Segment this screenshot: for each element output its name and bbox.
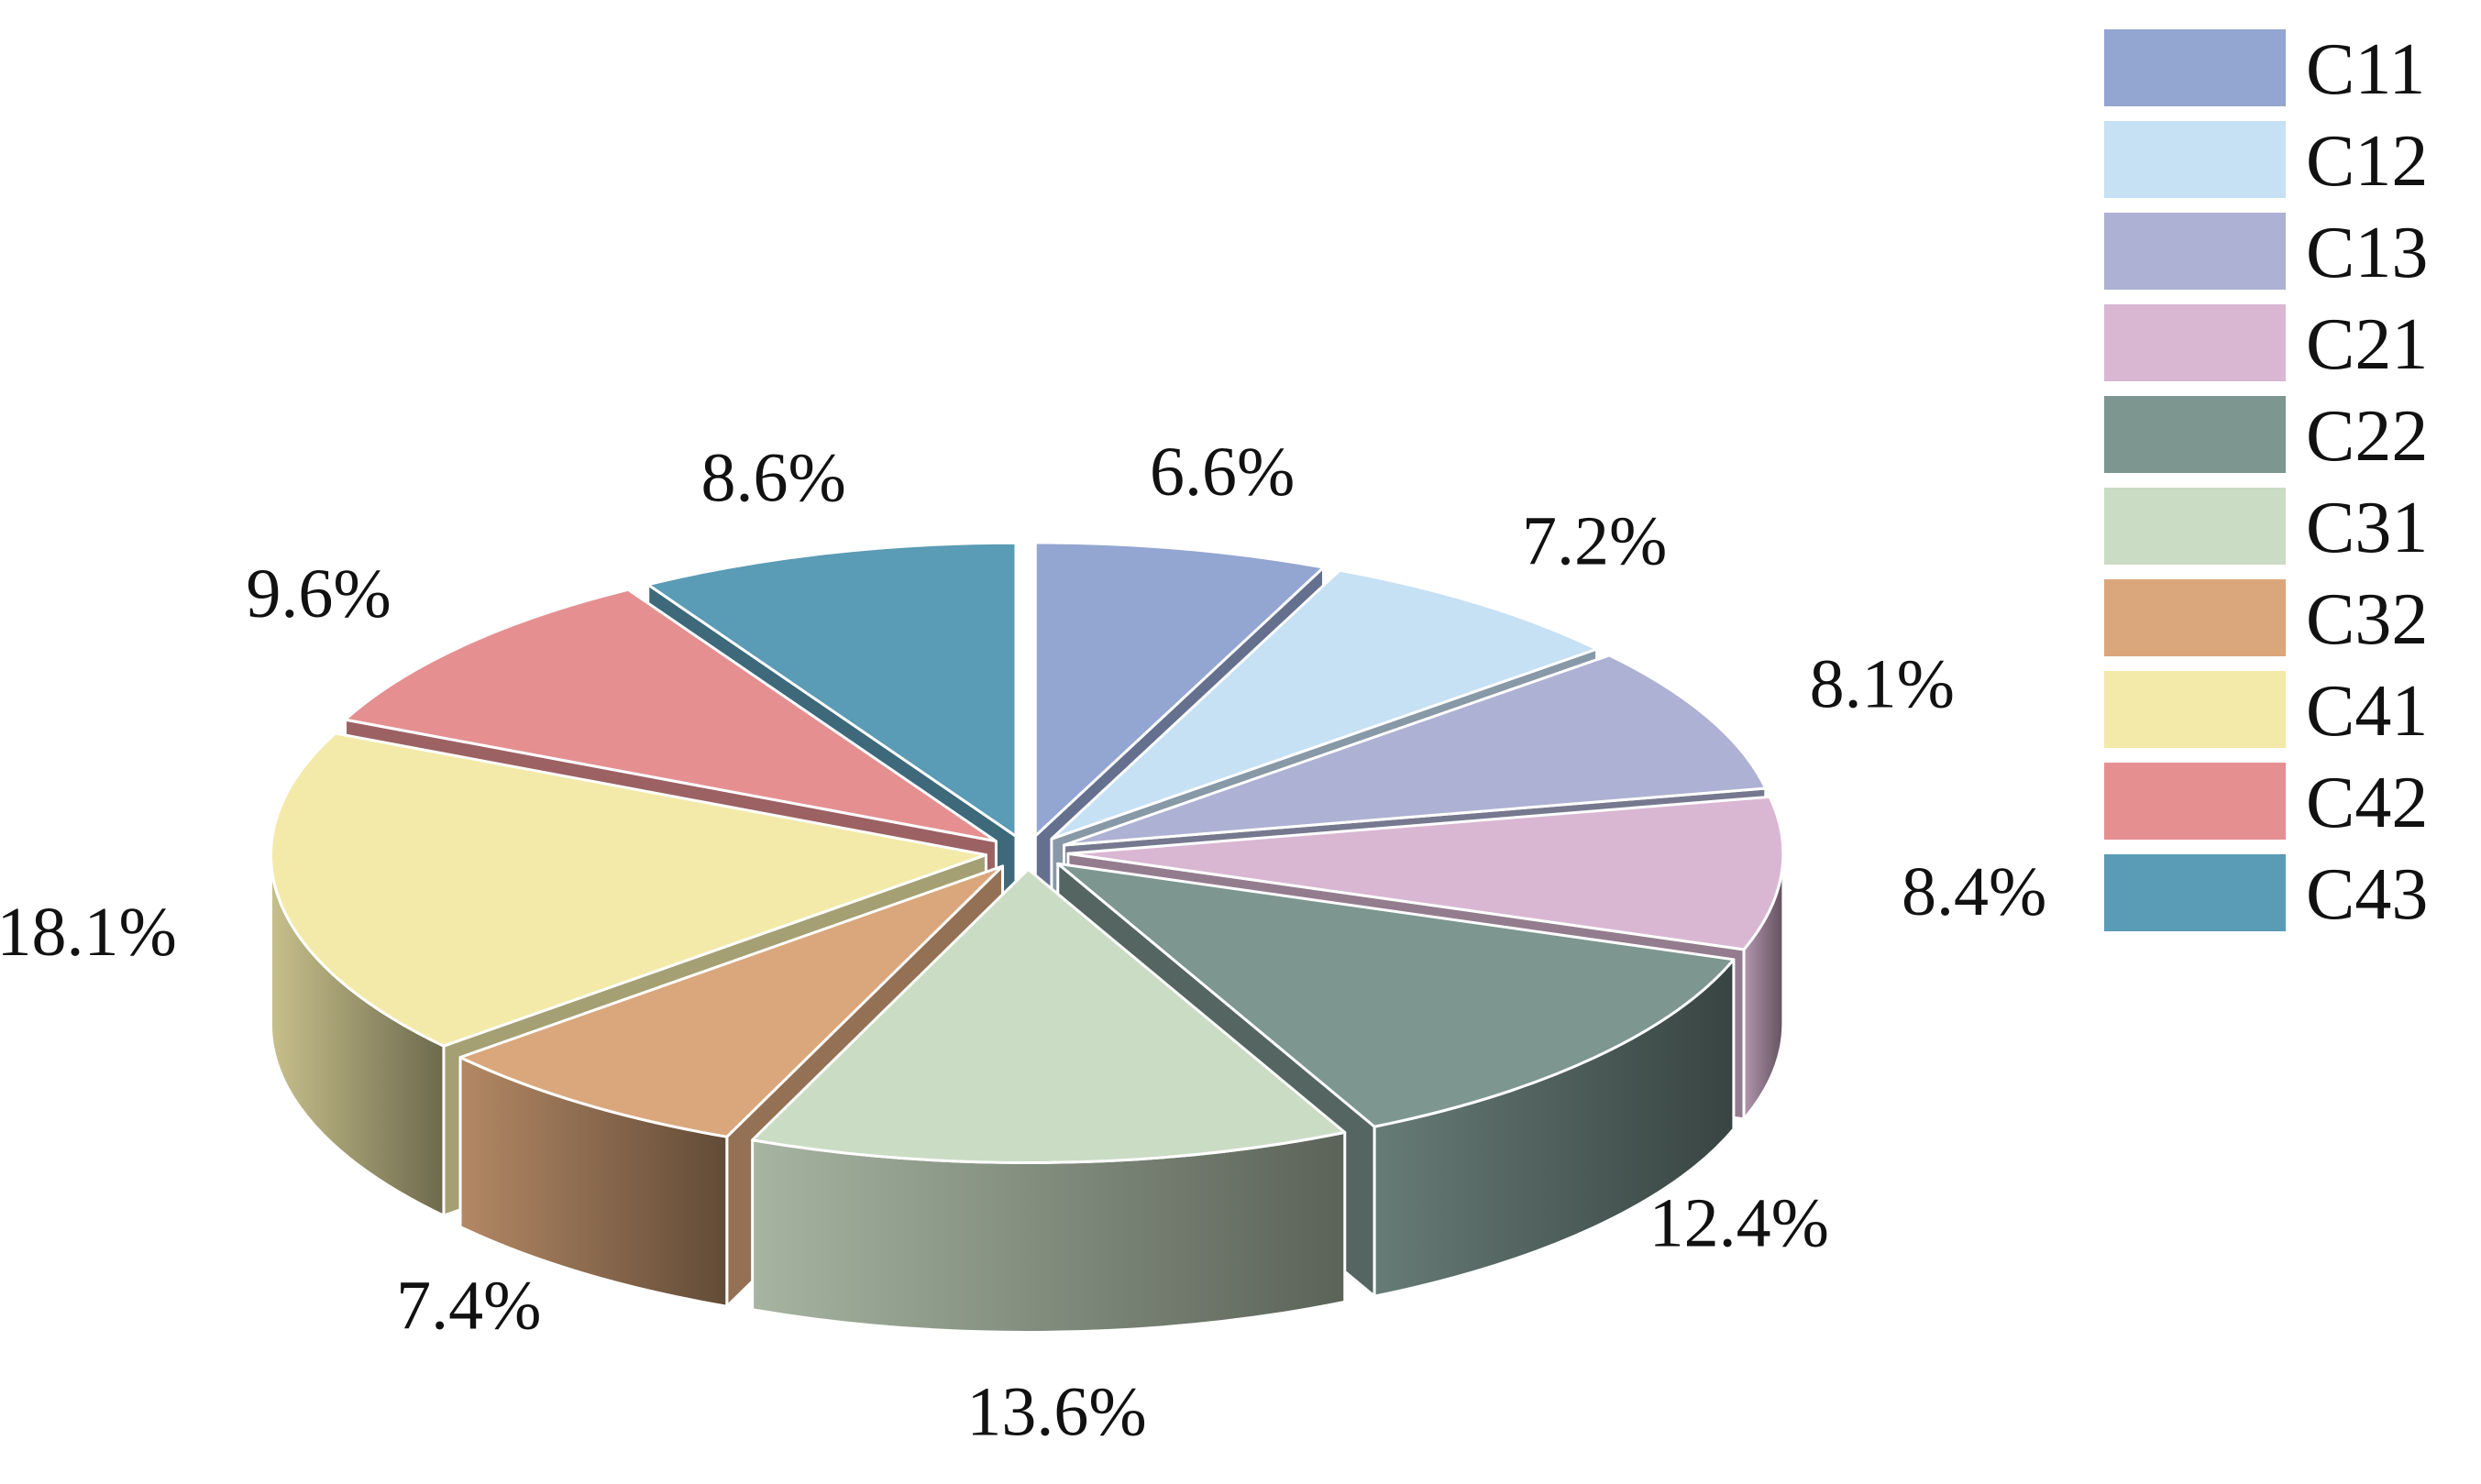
legend-label-c13: C13 — [2306, 213, 2428, 293]
slice-c31 — [751, 867, 1347, 1164]
data-label-c22: 12.4% — [1649, 1184, 1829, 1261]
slice-c32 — [458, 864, 1005, 1138]
slice-c42 — [344, 588, 998, 843]
pie-slices — [269, 541, 1785, 1334]
legend-label-c42: C42 — [2306, 763, 2428, 843]
data-label-c12: 7.2% — [1522, 502, 1667, 579]
legend-swatch-c11 — [2104, 29, 2286, 106]
slice-c43 — [646, 541, 1018, 838]
slice-c11 — [1033, 541, 1326, 838]
data-label-c21: 8.4% — [1902, 853, 2046, 930]
legend-swatch-c22 — [2104, 396, 2286, 473]
legend-label-c22: C22 — [2306, 396, 2428, 477]
legend-swatch-c21 — [2104, 304, 2286, 381]
legend: C11 C12 C13 C21 C22 C31 C32 C41 C42 C43 — [2104, 29, 2428, 935]
legend-label-c32: C32 — [2306, 579, 2428, 660]
slice-c13 — [1063, 654, 1768, 847]
slice-c41 — [269, 731, 987, 1048]
legend-label-c21: C21 — [2306, 304, 2428, 385]
data-label-c32: 7.4% — [396, 1267, 541, 1344]
legend-label-c41: C41 — [2306, 671, 2428, 752]
slice-c21 — [1066, 795, 1785, 951]
legend-label-c12: C12 — [2306, 121, 2428, 202]
legend-label-c11: C11 — [2306, 29, 2425, 110]
data-label-c41: 18.1% — [0, 894, 177, 971]
data-labels: 6.6% 7.2% 8.1% 8.4% 12.4% 13.6% 7.4% 18.1% 9.6% 8… — [0, 434, 2046, 1450]
data-label-c31: 13.6% — [966, 1374, 1146, 1451]
legend-swatch-c31 — [2104, 488, 2286, 565]
data-label-c42: 9.6% — [246, 555, 391, 632]
legend-swatch-c43 — [2104, 854, 2286, 931]
data-label-c13: 8.1% — [1810, 646, 1955, 723]
legend-label-c43: C43 — [2306, 854, 2428, 935]
legend-swatch-c32 — [2104, 579, 2286, 656]
legend-swatch-c41 — [2104, 671, 2286, 748]
legend-swatch-c12 — [2104, 121, 2286, 198]
data-label-c11: 6.6% — [1150, 434, 1295, 511]
slice-c22 — [1056, 862, 1736, 1128]
legend-swatch-c13 — [2104, 213, 2286, 290]
data-label-c43: 8.6% — [700, 440, 845, 517]
legend-label-c31: C31 — [2306, 488, 2428, 568]
legend-swatch-c42 — [2104, 763, 2286, 840]
slice-c12 — [1050, 568, 1599, 841]
